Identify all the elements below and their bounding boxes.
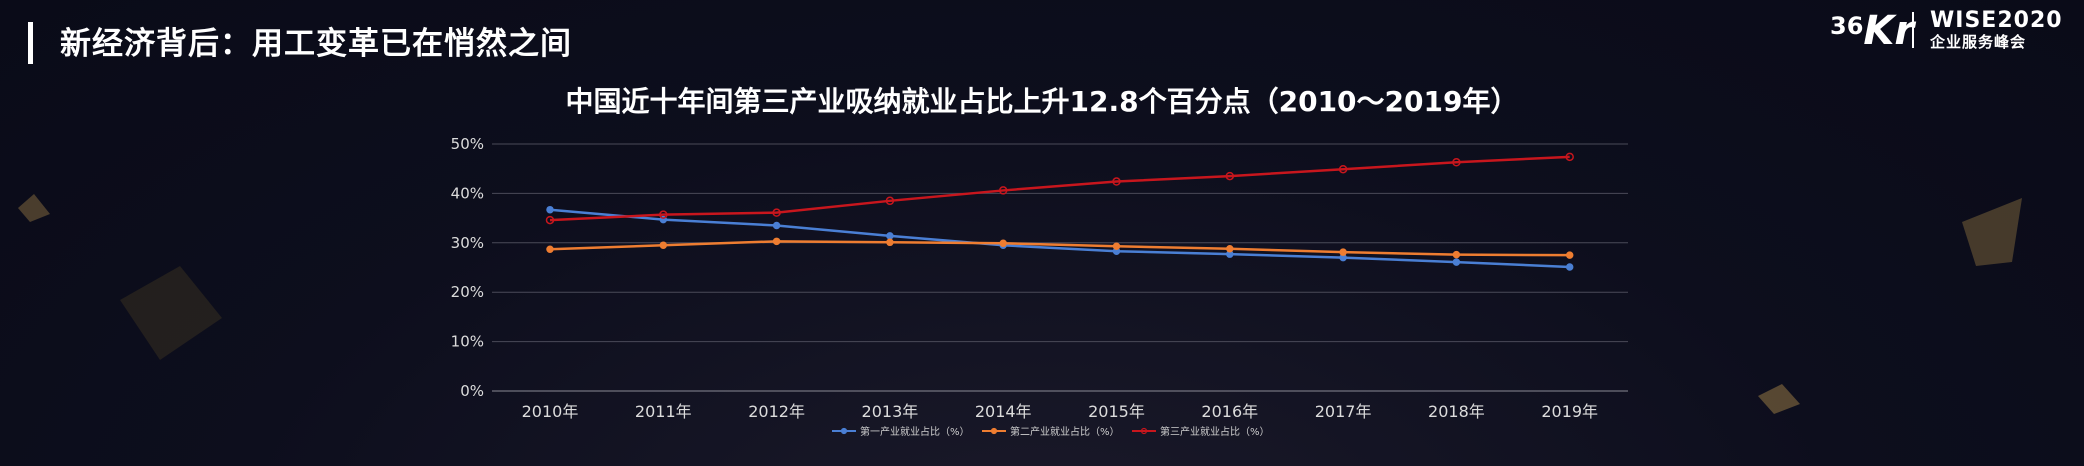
legend-label: 第一产业就业占比（%） — [860, 425, 970, 438]
legend-swatch-marker — [840, 427, 848, 435]
x-tick-label: 2014年 — [975, 402, 1032, 421]
data-point — [1565, 251, 1574, 259]
data-point — [659, 210, 668, 219]
decor-gem-left-large — [120, 266, 222, 360]
legend-item: 第二产业就业占比（%） — [982, 425, 1120, 438]
y-tick-label: 30% — [451, 234, 484, 252]
x-tick-label: 2019年 — [1541, 402, 1598, 421]
chart-title: 中国近十年间第三产业吸纳就业占比上升12.8个百分点（2010～2019年） — [565, 85, 1519, 118]
data-point — [1452, 158, 1461, 167]
data-point — [1112, 177, 1121, 186]
data-point — [772, 208, 781, 217]
data-point — [772, 221, 781, 230]
data-point — [886, 238, 894, 247]
data-point — [1225, 171, 1235, 181]
series-line — [549, 208, 1570, 269]
series-1 — [546, 205, 1574, 271]
event-logo: WISE2020 企业服务峰会 — [1930, 10, 2063, 52]
y-tick-label: 20% — [451, 283, 484, 301]
brand-number: 36 — [1830, 12, 1864, 40]
x-tick-label: 2018年 — [1428, 402, 1485, 421]
data-point — [1452, 250, 1461, 259]
event-subtitle: 企业服务峰会 — [1930, 33, 2027, 51]
data-point — [1565, 152, 1574, 162]
data-point — [1112, 242, 1121, 251]
data-point — [659, 241, 668, 250]
series-2 — [546, 237, 1574, 259]
data-point — [545, 215, 555, 225]
title-accent-bar — [28, 22, 33, 64]
logo-divider — [1912, 12, 1914, 48]
data-point — [999, 239, 1007, 248]
data-point — [886, 232, 894, 240]
x-tick-label: 2013年 — [862, 402, 919, 421]
legend-swatch-marker — [990, 427, 998, 435]
brand-letters: Kr — [1863, 8, 1915, 54]
x-tick-label: 2012年 — [748, 402, 805, 421]
data-point — [546, 205, 554, 214]
x-tick-label: 2015年 — [1088, 402, 1145, 421]
legend-swatch-marker — [1140, 427, 1148, 435]
x-tick-label: 2017年 — [1315, 402, 1372, 421]
data-point — [1338, 164, 1348, 174]
data-point — [1565, 263, 1574, 271]
data-point — [885, 196, 895, 206]
grid — [492, 143, 1628, 392]
y-tick-label: 10% — [451, 333, 484, 351]
series-line — [549, 155, 1570, 222]
series — [545, 152, 1574, 271]
data-point — [1226, 244, 1234, 253]
data-point — [772, 237, 781, 246]
data-point — [1452, 258, 1461, 266]
x-tick-label: 2010年 — [522, 402, 579, 421]
legend-item: 第一产业就业占比（%） — [832, 425, 970, 438]
slide-title: 新经济背后：用工变革已在悄然之间 — [60, 26, 572, 62]
data-point — [998, 186, 1008, 195]
legend-item: 第三产业就业占比（%） — [1132, 425, 1270, 438]
decor-gem-bottom-right — [1758, 384, 1800, 414]
series-3 — [545, 152, 1574, 225]
series-line — [549, 240, 1570, 257]
data-point — [546, 245, 554, 253]
y-tick-label: 50% — [451, 135, 484, 153]
x-tick-label: 2011年 — [635, 402, 692, 421]
data-point — [1339, 248, 1347, 256]
legend-label: 第三产业就业占比（%） — [1160, 425, 1270, 438]
decor-gem-right — [1962, 198, 2022, 266]
legend: 第一产业就业占比（%） 第二产业就业占比（%） 第三产业就业占比（%） — [832, 425, 1270, 438]
x-tick-label: 2016年 — [1201, 402, 1258, 421]
y-tick-label: 40% — [451, 184, 484, 202]
legend-label: 第二产业就业占比（%） — [1010, 425, 1120, 438]
decor-gem-left — [18, 194, 50, 222]
brand-logo-36kr: 36Kr — [1830, 8, 1914, 54]
decorations — [18, 194, 2022, 414]
y-axis-ticks: 0% 10% 20% 30% 40% 50% — [451, 135, 484, 400]
y-tick-label: 0% — [460, 382, 484, 400]
x-axis-ticks: 2010年 2011年 2012年 2013年 2014年 2015年 2016年 2017年… — [522, 402, 1598, 421]
event-name: WISE2020 — [1930, 8, 2063, 33]
